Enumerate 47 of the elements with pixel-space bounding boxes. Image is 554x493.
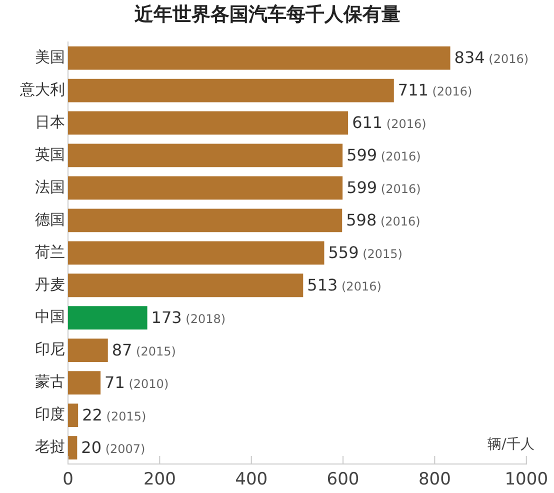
bar [68,371,101,394]
bar [68,404,78,427]
bar [68,436,78,460]
bar [68,176,343,200]
bar [68,208,342,232]
data-label: 599 (2016) [346,146,421,165]
data-label: 611 (2016) [352,113,426,132]
data-label: 71 (2010) [104,372,169,392]
x-tick-label: 0 [62,470,74,490]
bar [68,78,394,102]
y-tick-label: 美国 [35,48,65,66]
x-tick-label: 600 [326,470,360,490]
y-tick-label: 印度 [35,405,65,424]
bar [68,46,450,70]
bar [68,306,148,330]
y-tick-label: 荷兰 [35,242,65,261]
y-tick-label: 中国 [35,308,65,326]
y-tick-label: 英国 [35,145,65,164]
data-label: 711 (2016) [398,80,472,100]
data-label: 599 (2016) [346,178,421,198]
data-label: 834 (2016) [454,48,529,68]
x-tick-label: 200 [143,470,176,490]
y-tick-label: 印尼 [35,340,65,358]
bar [68,274,304,298]
data-label: 20 (2007) [81,438,146,457]
data-label: 22 (2015) [82,405,146,424]
x-tick-label: 400 [235,470,268,490]
y-tick-label: 丹麦 [35,275,65,294]
data-label: 559 (2015) [328,243,402,262]
x-tick-label: 800 [418,470,451,490]
data-label: 598 (2016) [346,210,420,230]
y-tick-label: 德国 [35,210,65,228]
data-label: 513 (2016) [307,276,382,295]
y-tick-label: 意大利 [19,80,65,98]
chart-title: 近年世界各国汽车每千人保有量 [134,3,400,26]
bar [68,241,324,265]
data-label: 87 (2015) [112,340,176,360]
y-tick-label: 法国 [35,178,65,196]
data-label: 173 (2018) [151,308,226,328]
y-tick-label: 日本 [35,112,65,131]
y-tick-label: 老挝 [35,438,65,456]
bar [68,111,348,135]
bar [68,338,108,362]
y-tick-label: 蒙古 [35,372,65,391]
x-axis-title: 辆/千人 [488,436,534,453]
bar [68,144,343,168]
x-tick-label: 1000 [504,470,548,490]
